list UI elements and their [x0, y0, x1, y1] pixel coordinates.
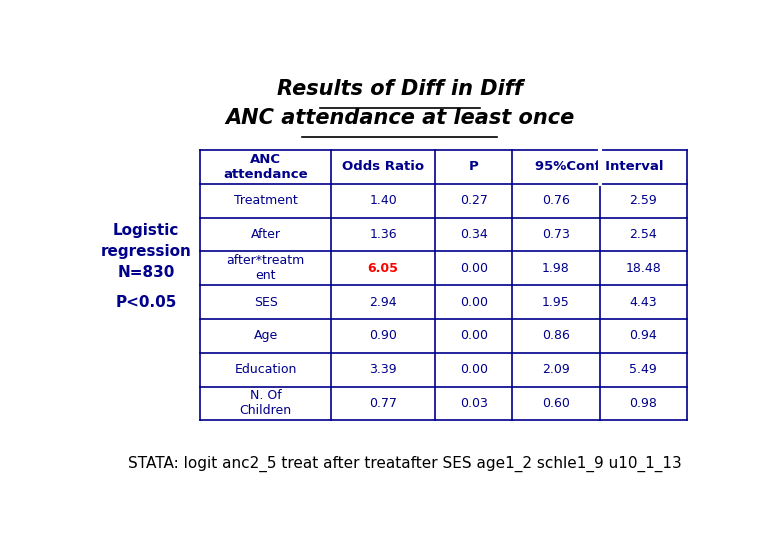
Text: 0.27: 0.27	[460, 194, 488, 207]
Text: ANC
attendance: ANC attendance	[223, 153, 308, 181]
Text: 0.90: 0.90	[369, 329, 397, 342]
Text: 0.00: 0.00	[459, 329, 488, 342]
Text: 6.05: 6.05	[367, 262, 399, 275]
Text: Education: Education	[235, 363, 297, 376]
Text: 4.43: 4.43	[629, 295, 657, 308]
Text: 0.86: 0.86	[542, 329, 570, 342]
Text: 1.40: 1.40	[369, 194, 397, 207]
Text: 0.00: 0.00	[459, 262, 488, 275]
Text: 0.73: 0.73	[542, 228, 570, 241]
Text: P<0.05: P<0.05	[115, 294, 176, 309]
Text: Age: Age	[254, 329, 278, 342]
Text: Treatment: Treatment	[234, 194, 298, 207]
Text: 5.49: 5.49	[629, 363, 657, 376]
Text: 0.94: 0.94	[629, 329, 657, 342]
Text: 2.59: 2.59	[629, 194, 657, 207]
Text: 0.00: 0.00	[459, 363, 488, 376]
Text: 18.48: 18.48	[626, 262, 661, 275]
Text: After: After	[250, 228, 281, 241]
Text: 0.76: 0.76	[542, 194, 570, 207]
Text: Logistic
regression
N=830: Logistic regression N=830	[101, 223, 191, 280]
Text: Results of Diff in Diff: Results of Diff in Diff	[277, 79, 523, 99]
Text: after*treatm
ent: after*treatm ent	[226, 254, 305, 282]
Text: Odds Ratio: Odds Ratio	[342, 160, 424, 173]
Text: 2.54: 2.54	[629, 228, 657, 241]
Text: 0.77: 0.77	[369, 397, 397, 410]
Text: 0.98: 0.98	[629, 397, 658, 410]
Text: 0.00: 0.00	[459, 295, 488, 308]
Text: 1.98: 1.98	[542, 262, 570, 275]
Text: 0.03: 0.03	[460, 397, 488, 410]
Text: 0.60: 0.60	[542, 397, 570, 410]
Text: 3.39: 3.39	[370, 363, 397, 376]
Text: 2.09: 2.09	[542, 363, 570, 376]
Text: 2.94: 2.94	[370, 295, 397, 308]
Text: STATA: logit anc2_5 treat after treatafter SES age1_2 schle1_9 u10_1_13: STATA: logit anc2_5 treat after treataft…	[128, 456, 682, 472]
Text: 1.95: 1.95	[542, 295, 570, 308]
Text: 95%Conf Interval: 95%Conf Interval	[535, 160, 664, 173]
Text: P: P	[469, 160, 479, 173]
Text: 0.34: 0.34	[460, 228, 488, 241]
Text: N. Of
Children: N. Of Children	[239, 389, 292, 417]
Text: ANC attendance at least once: ANC attendance at least once	[225, 109, 574, 129]
Text: SES: SES	[254, 295, 278, 308]
Text: 1.36: 1.36	[370, 228, 397, 241]
